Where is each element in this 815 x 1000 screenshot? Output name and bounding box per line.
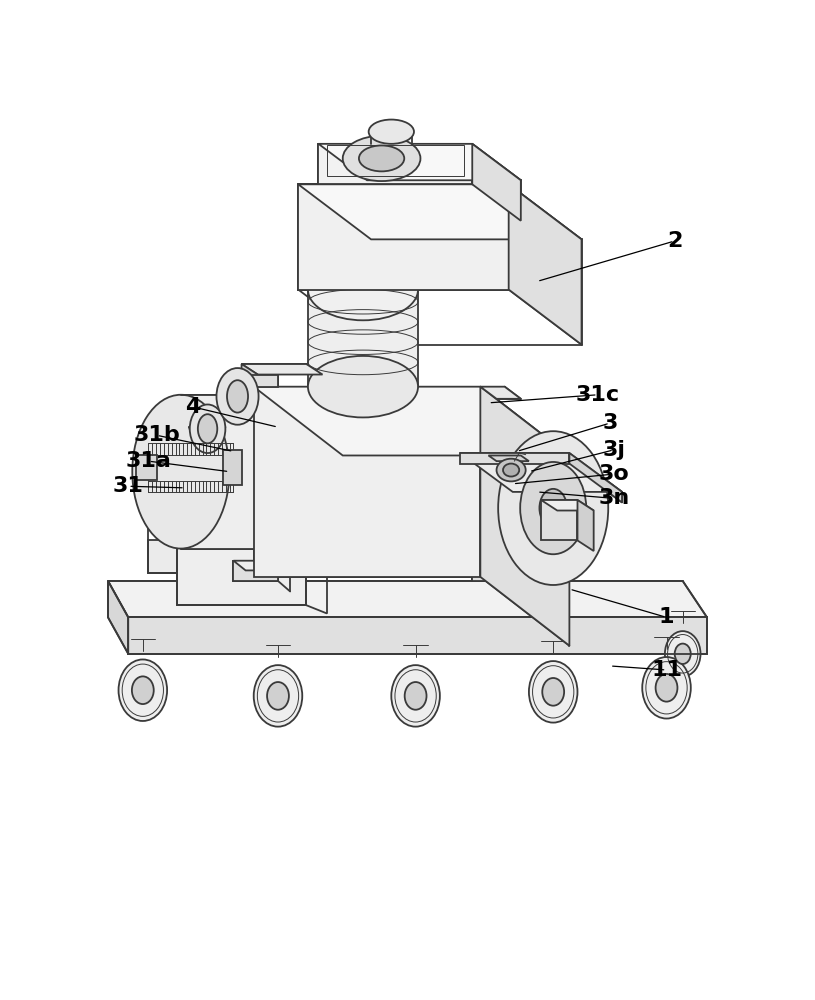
- Ellipse shape: [343, 136, 421, 181]
- Text: 3n: 3n: [598, 488, 629, 508]
- Polygon shape: [177, 500, 306, 605]
- Polygon shape: [148, 455, 233, 481]
- Polygon shape: [298, 184, 582, 239]
- Text: 4: 4: [185, 397, 200, 417]
- Text: 11: 11: [651, 660, 682, 680]
- Polygon shape: [233, 561, 278, 581]
- Polygon shape: [472, 144, 521, 221]
- Ellipse shape: [520, 462, 586, 554]
- Ellipse shape: [405, 682, 426, 710]
- Polygon shape: [253, 387, 480, 577]
- Polygon shape: [148, 540, 253, 573]
- Polygon shape: [308, 290, 418, 387]
- Polygon shape: [136, 455, 156, 480]
- Polygon shape: [472, 561, 517, 581]
- Polygon shape: [241, 364, 258, 383]
- Ellipse shape: [308, 259, 418, 320]
- Ellipse shape: [190, 404, 226, 453]
- Ellipse shape: [529, 661, 578, 723]
- Ellipse shape: [665, 631, 701, 676]
- Ellipse shape: [308, 356, 418, 417]
- Polygon shape: [480, 387, 521, 399]
- Ellipse shape: [542, 678, 564, 706]
- Ellipse shape: [217, 368, 258, 425]
- Ellipse shape: [118, 659, 167, 721]
- Polygon shape: [108, 581, 707, 617]
- Text: 3o: 3o: [598, 464, 629, 484]
- Ellipse shape: [132, 676, 154, 704]
- Text: 31b: 31b: [133, 425, 180, 445]
- Polygon shape: [541, 500, 578, 540]
- Polygon shape: [128, 617, 707, 654]
- Polygon shape: [223, 450, 241, 485]
- Ellipse shape: [267, 682, 289, 710]
- Text: 31c: 31c: [575, 385, 619, 405]
- Ellipse shape: [540, 489, 567, 527]
- Text: 3: 3: [602, 413, 618, 433]
- Polygon shape: [578, 500, 593, 551]
- Polygon shape: [319, 144, 472, 184]
- Polygon shape: [241, 364, 323, 375]
- Polygon shape: [480, 387, 570, 646]
- Polygon shape: [181, 395, 448, 549]
- Polygon shape: [108, 581, 128, 654]
- Polygon shape: [241, 375, 278, 387]
- Ellipse shape: [227, 380, 248, 413]
- Text: 31: 31: [112, 476, 143, 496]
- Polygon shape: [488, 455, 529, 461]
- Ellipse shape: [655, 674, 677, 702]
- Polygon shape: [253, 508, 274, 557]
- Polygon shape: [570, 453, 622, 502]
- Polygon shape: [319, 144, 521, 180]
- Ellipse shape: [198, 414, 218, 443]
- Ellipse shape: [503, 464, 519, 477]
- Text: 1: 1: [659, 607, 674, 627]
- Polygon shape: [509, 184, 582, 345]
- Polygon shape: [177, 500, 327, 516]
- Ellipse shape: [368, 120, 414, 144]
- Ellipse shape: [359, 145, 404, 171]
- Text: 3j: 3j: [602, 440, 625, 460]
- Text: 31a: 31a: [126, 451, 171, 471]
- Ellipse shape: [498, 431, 608, 585]
- Polygon shape: [233, 561, 290, 570]
- Polygon shape: [460, 453, 570, 464]
- Text: 2: 2: [667, 231, 682, 251]
- Ellipse shape: [496, 459, 526, 481]
- Ellipse shape: [675, 644, 691, 664]
- Polygon shape: [541, 500, 593, 511]
- Polygon shape: [460, 453, 622, 492]
- Polygon shape: [298, 184, 509, 290]
- Polygon shape: [148, 508, 274, 524]
- Ellipse shape: [132, 395, 229, 549]
- Polygon shape: [472, 561, 529, 570]
- Polygon shape: [253, 387, 570, 455]
- Ellipse shape: [642, 657, 691, 719]
- Ellipse shape: [412, 414, 484, 529]
- Ellipse shape: [391, 665, 440, 727]
- Ellipse shape: [253, 665, 302, 727]
